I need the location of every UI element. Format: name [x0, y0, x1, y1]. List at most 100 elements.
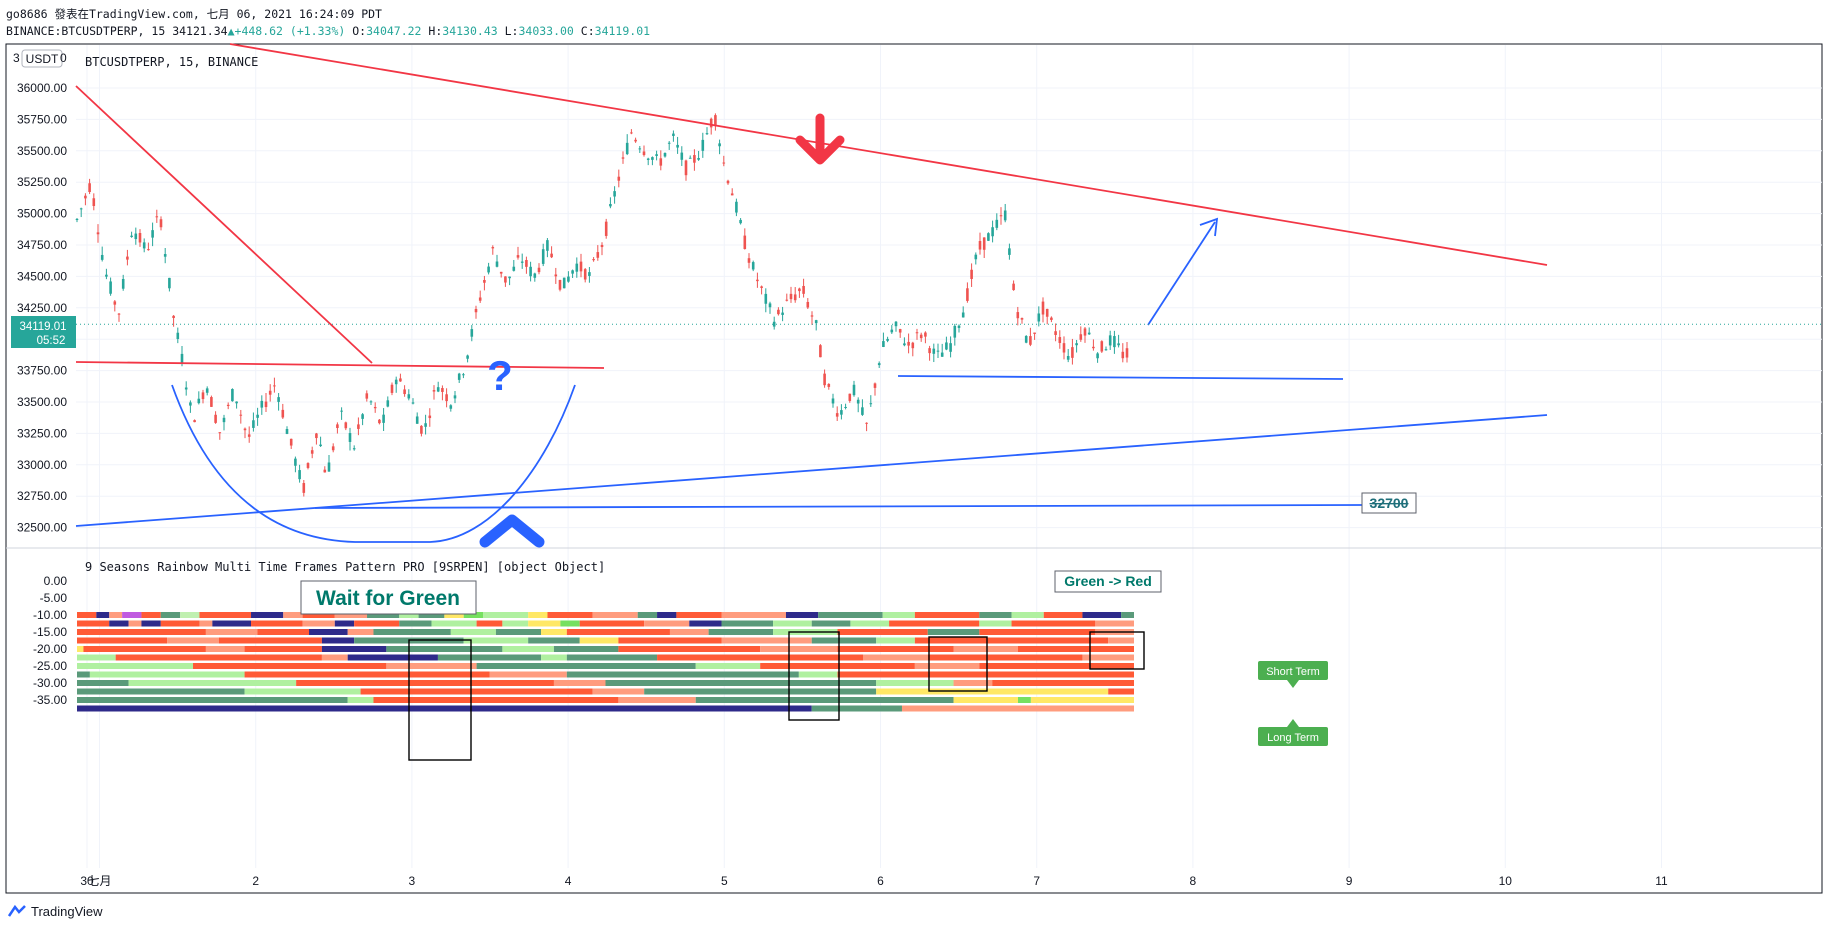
- candle-body: [453, 395, 457, 399]
- candle-body: [525, 260, 528, 267]
- y-tick-label: 35500.00: [17, 144, 67, 158]
- heatmap-cell: [818, 612, 883, 618]
- heatmap-cell: [437, 654, 542, 661]
- candle-body: [1108, 335, 1112, 346]
- up-arrow-icon: [479, 514, 545, 548]
- heatmap-cell: [251, 612, 284, 618]
- candle-body: [436, 387, 440, 392]
- candle-body: [932, 348, 936, 354]
- candle-body: [331, 446, 335, 451]
- heatmap-cell: [347, 629, 374, 635]
- candle-body: [991, 227, 994, 237]
- candle-body: [336, 424, 339, 429]
- highlight-box: [788, 631, 840, 721]
- candle-body: [1041, 301, 1045, 315]
- candle-body: [268, 390, 272, 395]
- candle-body: [457, 373, 461, 380]
- candle-body: [1083, 328, 1087, 336]
- candle-body: [562, 277, 566, 289]
- heatmap-cell: [811, 705, 902, 712]
- heatmap-cell: [553, 646, 619, 652]
- y-tick-label: 0.00: [44, 574, 68, 588]
- heatmap-cell: [541, 629, 567, 635]
- heatmap-cell: [579, 620, 645, 627]
- candle-body: [735, 201, 738, 213]
- candle-body: [789, 293, 793, 300]
- heatmap-cell: [128, 680, 297, 686]
- candle-body: [222, 417, 226, 423]
- heatmap-cell: [1011, 620, 1096, 627]
- candle-body: [483, 279, 486, 283]
- candle-body: [1079, 334, 1083, 340]
- heatmap-cell: [605, 680, 877, 686]
- local-downtrend-line: [75, 85, 373, 364]
- currency-badge[interactable]: USDT: [21, 49, 63, 68]
- heatmap-cell: [77, 663, 194, 669]
- candle-body: [642, 151, 646, 156]
- candle-body: [508, 276, 511, 279]
- heatmap-cell: [334, 612, 368, 618]
- heatmap-cell: [141, 612, 161, 618]
- heatmap-cell: [251, 620, 303, 627]
- heatmap-cell: [302, 620, 335, 627]
- long-term-callout[interactable]: Long Term: [1258, 719, 1328, 746]
- candle-body: [1100, 341, 1104, 352]
- candle-body: [915, 332, 919, 334]
- candle-body: [705, 133, 709, 135]
- heatmap-cell: [837, 646, 954, 652]
- candle-body: [403, 389, 406, 395]
- candle-body: [793, 294, 797, 301]
- ascending-support-line: [75, 414, 1548, 527]
- heatmap-cell: [644, 620, 690, 627]
- heatmap-cell: [669, 629, 709, 635]
- candle-body: [130, 235, 133, 237]
- candle-body: [495, 261, 499, 267]
- candle-body: [537, 267, 541, 273]
- candle-body: [600, 244, 604, 248]
- heatmap-cell: [541, 654, 567, 661]
- candle-body: [1113, 336, 1116, 348]
- heatmap-cell: [566, 654, 658, 661]
- candle-body: [919, 334, 923, 339]
- heatmap-cell: [321, 654, 348, 661]
- y-tick-label: 36000.00: [17, 81, 67, 95]
- heatmap-cell: [721, 637, 812, 644]
- candle-body: [558, 279, 562, 290]
- x-tick-label: 5: [721, 874, 728, 888]
- candle-body: [1054, 331, 1057, 335]
- candle-body: [621, 157, 625, 159]
- heatmap-cell: [618, 646, 761, 652]
- candle-body: [298, 470, 301, 480]
- candle-body: [340, 410, 343, 412]
- rainbow-heatmap: [77, 612, 1145, 761]
- wait-for-green-label[interactable]: Wait for Green: [300, 580, 477, 615]
- candle-body: [1016, 312, 1020, 319]
- tradingview-footer[interactable]: TradingView: [8, 900, 103, 922]
- candle-body: [247, 434, 251, 437]
- question-mark-drawing[interactable]: ?: [487, 352, 513, 399]
- open-value: 34047.22: [366, 24, 422, 38]
- candle-body: [487, 266, 490, 273]
- candle-body: [583, 269, 587, 280]
- heatmap-cell: [476, 620, 503, 627]
- candle-body: [394, 379, 398, 385]
- candle-body: [176, 332, 180, 340]
- candle-body: [613, 191, 616, 197]
- candle-body: [1071, 347, 1074, 358]
- heatmap-cell: [1043, 612, 1083, 618]
- candle-body: [273, 385, 276, 387]
- short-term-callout[interactable]: Short Term: [1258, 661, 1328, 688]
- candle-body: [1050, 317, 1053, 320]
- candle-body: [100, 254, 104, 260]
- candle-body: [310, 450, 314, 454]
- heatmap-cell: [979, 612, 1012, 618]
- candle-body: [117, 313, 121, 315]
- y-tick-label: -20.00: [33, 642, 67, 656]
- candle-body: [407, 394, 411, 399]
- candle-body: [210, 397, 213, 407]
- green-to-red-label[interactable]: Green -> Red: [1054, 570, 1162, 593]
- candle-body: [1008, 248, 1011, 255]
- heatmap-cell: [644, 688, 877, 695]
- level-label-32700[interactable]: 32700: [1361, 492, 1417, 514]
